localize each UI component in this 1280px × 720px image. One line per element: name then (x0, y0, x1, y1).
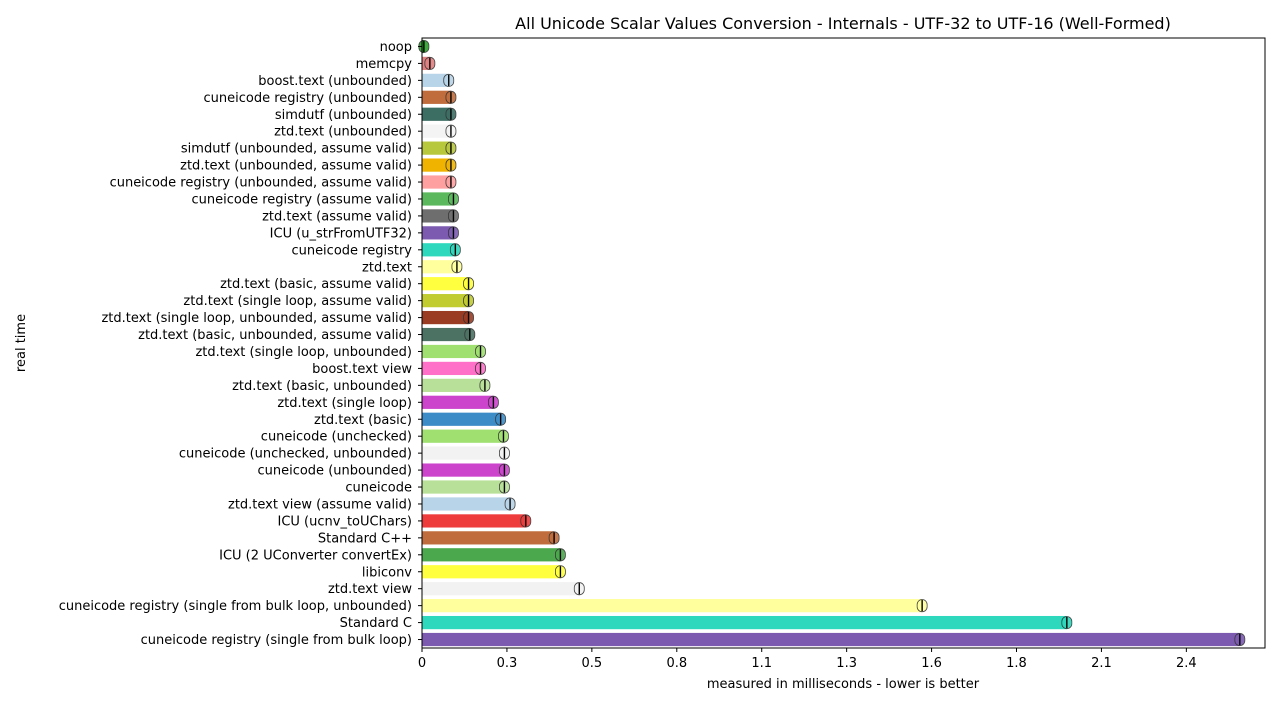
y-tick-label: cuneicode (unbounded) (257, 464, 412, 479)
bar (422, 192, 454, 206)
y-tick-label: cuneicode (unchecked) (261, 430, 412, 445)
y-tick-label: ztd.text (single loop) (277, 396, 412, 411)
y-tick-label: ztd.text (unbounded, assume valid) (180, 159, 412, 174)
bar (422, 446, 505, 460)
bar (422, 632, 1240, 647)
bar (422, 344, 481, 359)
y-axis-label: real time (14, 314, 29, 372)
bar (422, 209, 454, 223)
x-tick-label: 2.4 (1176, 656, 1197, 671)
bar (422, 141, 451, 155)
bar (422, 599, 923, 613)
y-tick-label: ztd.text (basic, assume valid) (220, 277, 412, 292)
bar (422, 124, 451, 138)
bar (422, 73, 449, 87)
bar (422, 582, 580, 596)
x-tick-label: 1.1 (751, 656, 772, 671)
y-tick-label: ztd.text view (assume valid) (228, 497, 412, 512)
y-tick-label: cuneicode registry (single from bulk loo… (59, 599, 412, 614)
bar (422, 226, 454, 240)
bar (422, 310, 469, 325)
x-tick-label: 1.6 (921, 656, 942, 671)
x-axis-label: measured in milliseconds - lower is bett… (707, 677, 980, 692)
y-tick-label: noop (380, 40, 412, 55)
y-tick-label: ICU (2 UConverter convertEx) (219, 548, 412, 563)
y-tick-label: Standard C++ (318, 531, 412, 546)
y-tick-label: ztd.text (single loop, unbounded) (195, 345, 412, 360)
x-tick-label: 0.3 (497, 656, 518, 671)
bar (422, 243, 456, 257)
y-tick-label: boost.text (unbounded) (258, 74, 412, 89)
y-tick-label: ztd.text (single loop, unbounded, assume… (101, 311, 412, 326)
chart-title: All Unicode Scalar Values Conversion - I… (515, 14, 1171, 33)
bar (422, 294, 469, 308)
x-tick-label: 1.3 (836, 656, 857, 671)
bar (422, 327, 470, 342)
x-tick-label: 0.5 (582, 656, 603, 671)
bar (422, 107, 451, 121)
bar (422, 497, 511, 511)
plot-frame (421, 37, 1266, 649)
y-tick-label: boost.text view (312, 362, 412, 377)
bar (422, 395, 494, 409)
y-tick-label: ztd.text view (328, 582, 412, 597)
bar (422, 615, 1067, 630)
y-tick-label: cuneicode registry (assume valid) (191, 192, 412, 207)
bar (422, 548, 561, 562)
y-tick-label: ztd.text (basic, unbounded, assume valid… (138, 328, 412, 343)
y-tick-label: cuneicode registry (unbounded, assume va… (110, 176, 412, 191)
y-tick-label: cuneicode (unchecked, unbounded) (179, 447, 412, 462)
y-tick-label: Standard C (340, 616, 412, 631)
y-tick-label: ztd.text (basic, unbounded) (232, 379, 412, 394)
y-tick-label: ztd.text (basic) (314, 413, 412, 428)
bar (422, 412, 501, 426)
x-tick-label: 0.8 (666, 656, 687, 671)
bar (422, 175, 451, 189)
bar (422, 514, 526, 528)
y-tick-label: libiconv (362, 565, 412, 580)
y-tick-label: ICU (u_strFromUTF32) (270, 226, 412, 241)
bar (422, 90, 451, 104)
x-ticks-layer: 0 0.3 0.5 0.8 1.1 1.3 1.6 1.8 2.1 2.4 (418, 648, 1197, 671)
bar (422, 463, 505, 477)
y-tick-label: cuneicode registry (291, 243, 412, 258)
bar (422, 531, 555, 545)
bar (422, 277, 469, 291)
y-tick-label: simdutf (unbounded, assume valid) (181, 142, 412, 157)
bar (422, 429, 504, 443)
y-tick-label: ztd.text (single loop, assume valid) (183, 294, 412, 309)
x-tick-label: 2.1 (1091, 656, 1112, 671)
y-tick-label: cuneicode registry (unbounded) (204, 91, 413, 106)
x-tick-label: 0 (418, 656, 426, 671)
y-tick-label: ztd.text (assume valid) (262, 209, 412, 224)
bar (422, 378, 485, 392)
y-tick-label: memcpy (356, 57, 413, 72)
y-tick-label: ICU (ucnv_toUChars) (278, 514, 413, 529)
bars-layer (418, 39, 1246, 647)
y-tick-label: cuneicode registry (single from bulk loo… (141, 633, 412, 648)
bar (422, 565, 561, 579)
y-tick-label: ztd.text (362, 260, 412, 275)
bar (422, 158, 451, 172)
y-tick-label: cuneicode (345, 481, 412, 496)
bar (422, 260, 457, 274)
y-ticks-layer: noop memcpy boost.text (unbounded) cuneicod… (59, 40, 422, 648)
bar (422, 361, 481, 376)
bar (422, 480, 505, 494)
x-tick-label: 1.8 (1006, 656, 1027, 671)
y-tick-label: simdutf (unbounded) (275, 108, 412, 123)
y-tick-label: ztd.text (unbounded) (274, 125, 412, 140)
